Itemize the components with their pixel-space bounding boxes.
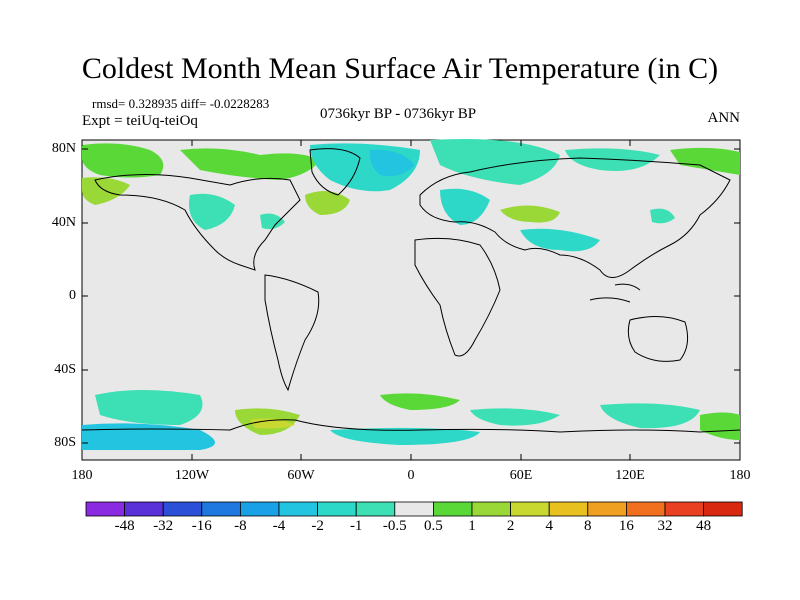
patch-so-atlantic xyxy=(380,393,460,410)
colorbar-label: 0.5 xyxy=(424,518,443,534)
y-tick-label: 80S xyxy=(54,435,76,450)
colorbar-swatch xyxy=(85,501,125,517)
stats-text: rmsd= 0.328935 diff= -0.0228283 xyxy=(92,96,270,111)
experiment-label: Expt = teiUq-teiOq xyxy=(82,113,198,129)
x-tick-label: 120W xyxy=(174,468,210,483)
colorbar-swatch xyxy=(471,501,511,517)
colorbar-swatch xyxy=(703,501,743,517)
colorbar-label: 8 xyxy=(584,518,592,534)
coast-greenland xyxy=(309,148,361,196)
colorbar xyxy=(85,501,743,517)
coast-north-america xyxy=(94,173,301,271)
coast-antarctica xyxy=(81,419,741,433)
patch-ross xyxy=(250,418,295,429)
patch-greenland-atl xyxy=(305,191,350,215)
colorbar-label: 4 xyxy=(545,518,553,534)
x-tick-label: 120E xyxy=(615,468,645,483)
colorbar-label: -1 xyxy=(349,518,363,534)
colorbar-label: -16 xyxy=(191,518,212,534)
patch-asia-cyan xyxy=(520,228,600,252)
colorbar-label: 32 xyxy=(657,518,673,534)
patch-npacific xyxy=(189,193,235,230)
y-tick-label: 80N xyxy=(51,141,76,156)
colorbar-swatch xyxy=(626,501,666,517)
coast-indonesia xyxy=(589,283,641,303)
colorbar-label: -4 xyxy=(272,518,286,534)
x-tick-label: 180 xyxy=(729,468,751,483)
patch-arctic-na xyxy=(82,143,164,178)
colorbar-label: 48 xyxy=(696,518,712,534)
x-ticks xyxy=(81,140,741,460)
y-tick-label: 40N xyxy=(51,215,76,230)
colorbar-label: 2 xyxy=(506,518,515,534)
colorbar-swatch xyxy=(317,501,357,517)
colorbar-swatch xyxy=(124,501,164,517)
colorbar-swatch xyxy=(201,501,241,517)
patch-pacific-east xyxy=(650,208,675,224)
period-label: 0736kyr BP - 0736kyr BP xyxy=(320,106,477,122)
season-label: ANN xyxy=(707,110,741,126)
colorbar-label: -0.5 xyxy=(382,518,407,534)
x-tick-label: 0 xyxy=(407,468,415,483)
patch-central-asia xyxy=(500,205,560,223)
patch-canada xyxy=(180,148,320,180)
map-title: Coldest Month Mean Surface Air Temperatu… xyxy=(81,52,719,85)
colorbar-swatch xyxy=(587,501,627,517)
colorbar-label: -32 xyxy=(153,518,174,534)
colorbar-swatch xyxy=(432,501,473,517)
y-ticks xyxy=(82,148,740,444)
coastlines xyxy=(81,148,741,433)
colorbar-label: -8 xyxy=(234,518,247,534)
colorbar-swatch xyxy=(162,501,203,517)
colorbar-swatch xyxy=(510,501,550,517)
coast-africa xyxy=(414,237,501,357)
coast-australia xyxy=(627,316,689,362)
x-tick-label: 60E xyxy=(509,468,533,483)
coast-south-america xyxy=(264,274,320,392)
colorbar-swatch xyxy=(239,501,280,517)
patch-so-indian xyxy=(470,408,560,426)
colorbar-swatch xyxy=(548,501,589,517)
patch-so-east xyxy=(600,403,700,429)
patch-so-far-east xyxy=(700,412,740,440)
x-tick-label: 180 xyxy=(71,468,93,483)
y-tick-label: 40S xyxy=(54,362,76,377)
coast-europe-asia xyxy=(419,157,731,278)
colorbar-label: 1 xyxy=(468,518,476,534)
patch-so-pacific2 xyxy=(82,423,215,450)
patch-pac2 xyxy=(260,213,285,230)
patch-europe xyxy=(440,188,490,225)
patch-far-east xyxy=(670,147,740,175)
colorbar-label: 16 xyxy=(618,518,634,534)
patch-so-pacific xyxy=(95,390,203,425)
colorbar-swatch xyxy=(278,501,318,517)
patch-so-ring xyxy=(330,427,480,445)
x-tick-label: 60W xyxy=(287,468,315,483)
patch-arctic-core xyxy=(369,149,415,177)
colorbar-label: -2 xyxy=(311,518,324,534)
colorbar-swatch xyxy=(664,501,704,517)
y-tick-label: 0 xyxy=(69,288,76,303)
colorbar-swatch xyxy=(355,501,396,517)
colorbar-label: -48 xyxy=(114,518,135,534)
colorbar-swatch xyxy=(394,501,434,517)
